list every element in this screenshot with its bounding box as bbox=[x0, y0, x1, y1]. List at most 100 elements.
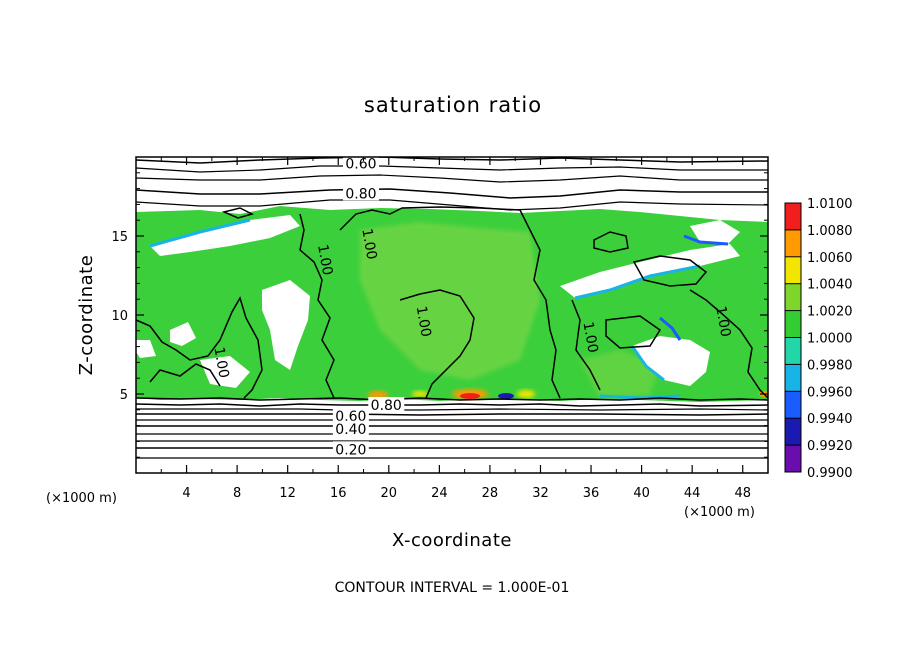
blue-edge-1 bbox=[683, 234, 729, 246]
contour-line-1.00-h bbox=[593, 231, 629, 253]
contour-line-0.60-top bbox=[136, 157, 768, 164]
contour-line-1.00-base bbox=[136, 397, 768, 401]
dry-patch-right-lower bbox=[632, 336, 710, 386]
y-tick-label: 15 bbox=[111, 230, 128, 245]
contour-line-0.60 bbox=[136, 413, 768, 416]
contour-label: 1.00 bbox=[413, 305, 434, 338]
contour-label: 1.00 bbox=[210, 346, 231, 379]
contour-line-0.80-top bbox=[136, 188, 768, 199]
light-green-zone-2 bbox=[580, 350, 660, 398]
x-tick-label: 4 bbox=[182, 486, 190, 501]
contour-labels: 0.600.801.00 1.001.00 1.00 1.001.000.800.60… bbox=[210, 156, 733, 458]
x-axis-unit: (×1000 m) bbox=[684, 505, 755, 520]
hotspot-4 bbox=[412, 391, 428, 397]
colorbar-segment bbox=[785, 364, 801, 392]
y-axis-unit: (×1000 m) bbox=[46, 491, 117, 506]
colorbar-label: 1.0000 bbox=[807, 332, 853, 347]
dry-patch-left-small bbox=[170, 322, 196, 346]
colorbar-label: 1.0100 bbox=[807, 197, 853, 212]
dry-patch-left bbox=[262, 280, 310, 370]
colorbar-label: 1.0040 bbox=[807, 278, 853, 293]
contour-line-upper-2 bbox=[136, 174, 768, 183]
hotspot-1-core bbox=[460, 393, 480, 399]
dry-patch-far-left bbox=[136, 340, 156, 358]
y-tick-label: 5 bbox=[120, 388, 128, 403]
y-axis-label: Z-coordinate bbox=[76, 255, 97, 376]
contour-interval-note: CONTOUR INTERVAL = 1.000E-01 bbox=[335, 580, 570, 596]
colorbar-label: 0.9900 bbox=[807, 466, 853, 481]
colorbar-segment bbox=[785, 283, 801, 311]
x-tick-label: 8 bbox=[233, 486, 241, 501]
contour-label: 0.20 bbox=[335, 442, 366, 458]
x-tick-label: 20 bbox=[381, 486, 398, 501]
light-green-zone bbox=[360, 222, 540, 380]
colorbar-label: 0.9940 bbox=[807, 412, 853, 427]
colorbar-segment bbox=[785, 310, 801, 338]
colorbar-segment bbox=[785, 445, 801, 472]
y-axis: 5 10 15 bbox=[111, 172, 768, 458]
x-tick-label: 12 bbox=[279, 486, 296, 501]
contour-line-0.80 bbox=[136, 403, 768, 407]
colorbar-label: 1.0060 bbox=[807, 251, 853, 266]
colorbar-segment bbox=[785, 256, 801, 284]
colorbar-segment bbox=[785, 418, 801, 446]
contour-label-bg bbox=[332, 441, 369, 457]
contour-label: 0.80 bbox=[345, 186, 376, 202]
x-tick-label: 32 bbox=[532, 486, 549, 501]
colorbar-label: 0.9980 bbox=[807, 358, 853, 373]
colorbar-segment bbox=[785, 337, 801, 365]
contour-line-1.00-b bbox=[339, 206, 561, 399]
contour-line-1.00-d bbox=[571, 299, 601, 391]
contour-line-base-1 bbox=[136, 408, 768, 411]
cyan-edge-1 bbox=[149, 218, 251, 248]
colorbar-label: 0.9920 bbox=[807, 439, 853, 454]
colorbar-segment bbox=[785, 391, 801, 419]
cyan-edge-3 bbox=[630, 345, 665, 382]
dry-patch-upper-left bbox=[150, 215, 300, 256]
contour-label: 1.00 bbox=[358, 227, 379, 260]
contour-label: 1.00 bbox=[579, 321, 600, 354]
contour-label: 1.00 bbox=[712, 305, 733, 338]
contour-line-1.00-j bbox=[221, 207, 255, 219]
x-axis-label: X-coordinate bbox=[392, 530, 512, 551]
plot-area: 0.600.801.00 1.001.00 1.00 1.001.000.800.60… bbox=[136, 156, 768, 473]
colorbar-label: 1.0080 bbox=[807, 224, 853, 239]
dry-patch-right bbox=[560, 244, 740, 298]
x-tick-label: 28 bbox=[482, 486, 499, 501]
x-tick-label: 16 bbox=[330, 486, 347, 501]
x-tick-label: 24 bbox=[431, 486, 448, 501]
contour-label: 1.00 bbox=[314, 243, 335, 276]
x-tick-label: 48 bbox=[734, 486, 751, 501]
contour-line-1.00-k bbox=[605, 315, 662, 349]
colorbar-label: 0.9960 bbox=[807, 385, 853, 400]
contour-line-1.00-e bbox=[689, 289, 768, 399]
blue-base-spot bbox=[498, 393, 514, 399]
colorbar-label: 1.0020 bbox=[807, 305, 853, 320]
cyan-edge-2 bbox=[574, 264, 701, 300]
chart-title: saturation ratio bbox=[364, 93, 542, 117]
contour-line-1.00-i bbox=[632, 255, 708, 287]
x-axis: 4 8 12 16 20 24 28 32 36 40 44 48 bbox=[160, 157, 751, 501]
hotspot-3 bbox=[517, 390, 535, 398]
x-tick-label: 36 bbox=[583, 486, 600, 501]
contour-line-1.00-f bbox=[136, 296, 263, 399]
hotspot-2 bbox=[368, 391, 388, 399]
x-tick-label: 44 bbox=[684, 486, 701, 501]
contour-line-upper-1 bbox=[136, 165, 768, 173]
colorbar: 0.9900 0.9920 0.9940 0.9960 0.9980 1.0000 1.00… bbox=[784, 197, 853, 481]
contour-label: 0.60 bbox=[345, 156, 376, 172]
cyan-base bbox=[599, 394, 681, 400]
contour-label-bg bbox=[342, 157, 379, 171]
contour-line-1.00-c bbox=[399, 289, 475, 399]
colorbar-segment bbox=[785, 229, 801, 257]
contour-line-1.00-a bbox=[299, 213, 335, 399]
y-tick-label: 10 bbox=[111, 309, 128, 324]
blue-edge-2 bbox=[659, 316, 682, 341]
colorbar-segment bbox=[785, 203, 801, 230]
dry-patch-lower-left bbox=[200, 356, 250, 388]
contour-line-upper-3 bbox=[136, 199, 768, 211]
contour-line-1.00-g bbox=[149, 363, 221, 387]
x-tick-label: 40 bbox=[633, 486, 650, 501]
contour-label: 0.40 bbox=[335, 422, 366, 438]
contour-label: 0.80 bbox=[371, 398, 402, 414]
